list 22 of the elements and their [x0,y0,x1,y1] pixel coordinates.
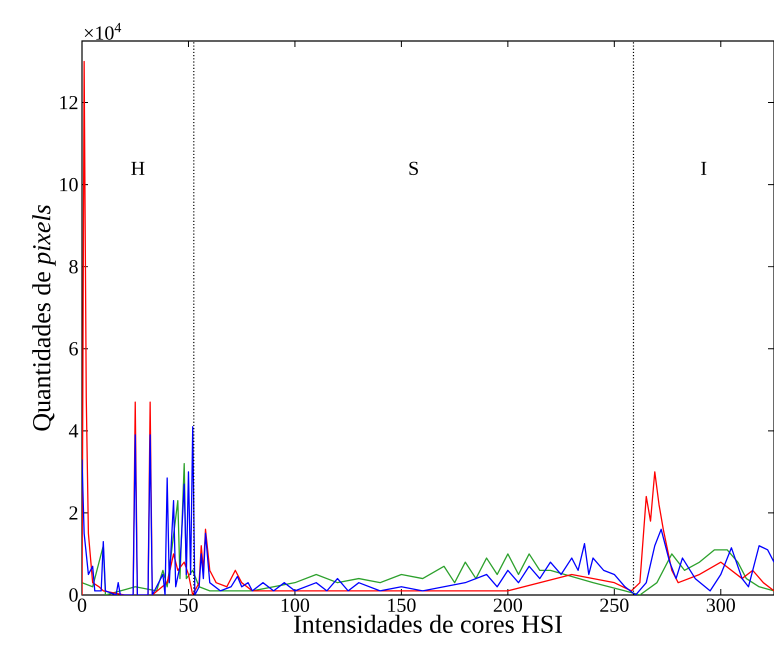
y-tick-label: 4 [68,424,78,438]
annotation: I [701,162,706,175]
y-tick-label: 6 [69,342,78,356]
y-tick-label: 2 [69,506,78,520]
x-tick-label: 0 [78,598,86,612]
x-tick-label: 100 [282,598,310,612]
y-axis-title: Quantidades de pixels [32,205,56,431]
x-tick-label: 50 [180,598,198,612]
y-tick-label: 12 [60,96,78,110]
annotation: S [409,162,418,176]
text: ×10$^{4}$ [84,22,122,40]
line-series [82,426,774,595]
x-tick-label: 150 [388,598,416,612]
y-tick-label: 8 [69,260,78,274]
x-axis-title: Intensidades de cores HSI [294,614,562,634]
annotation: H [131,162,144,175]
x-tick-label: 300 [706,598,735,612]
y-tick-label: 10 [60,178,78,192]
x-tick-label: 200 [494,598,522,612]
y-tick-label: 0 [69,588,78,602]
x-tick-label: 250 [600,598,628,612]
line-series [82,463,774,595]
